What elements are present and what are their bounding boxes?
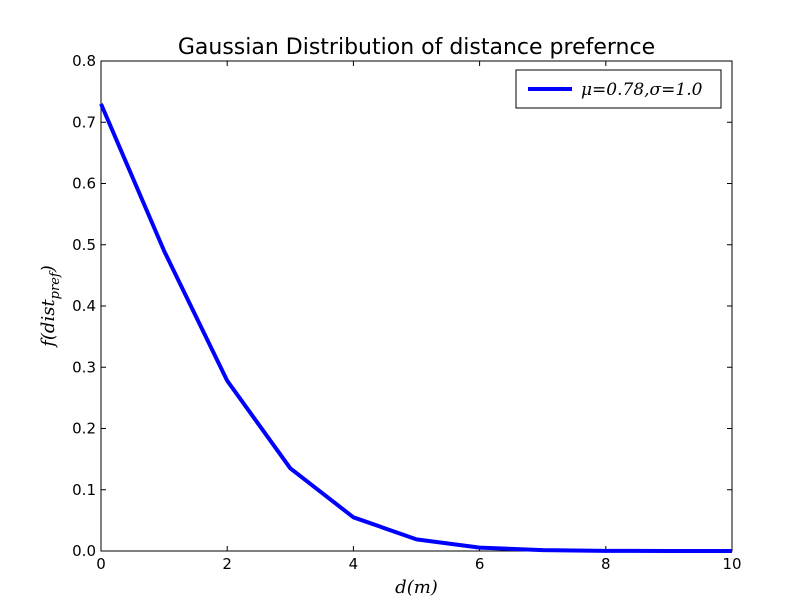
x-axis: 0 2 4 6 8 10 (96, 61, 742, 573)
x-tick-label: 0 (96, 555, 106, 573)
x-tick-label: 4 (349, 555, 359, 573)
y-axis-label: f(distpref) (38, 265, 63, 349)
legend-label: μ=0.78,σ=1.0 (581, 80, 703, 100)
y-tick-label: 0.5 (72, 236, 96, 254)
y-axis-label-group: f(distpref) (38, 265, 63, 349)
chart-title: Gaussian Distribution of distance prefer… (178, 35, 655, 60)
y-tick-label: 0.6 (72, 175, 96, 193)
x-tick-label: 10 (722, 555, 741, 573)
plot-frame (100, 60, 733, 552)
y-tick-label: 0.7 (72, 113, 96, 131)
x-tick-label: 6 (475, 555, 485, 573)
y-tick-label: 0.2 (72, 420, 96, 438)
y-axis-label-subscript: pref (48, 270, 63, 299)
y-tick-label: 0.4 (72, 297, 96, 315)
y-tick-label: 0.8 (72, 52, 96, 70)
y-tick-label: 0.0 (72, 542, 96, 560)
y-axis-label-main: f(dist (38, 299, 59, 349)
series-layer (99, 103, 733, 553)
plot-area: 0 2 4 6 8 10 0.0 0.1 0.2 0.3 0.4 0.5 0.6 0.7 0.8 (72, 52, 741, 573)
x-axis-label: d(m) (395, 577, 438, 598)
y-axis: 0.0 0.1 0.2 0.3 0.4 0.5 0.6 0.7 0.8 (72, 52, 732, 560)
y-tick-label: 0.3 (72, 358, 96, 376)
y-axis-label-close: ) (38, 265, 59, 273)
x-tick-label: 8 (601, 555, 611, 573)
x-tick-label: 2 (222, 555, 232, 573)
y-tick-label: 0.1 (72, 481, 96, 499)
legend: μ=0.78,σ=1.0 (515, 69, 722, 109)
